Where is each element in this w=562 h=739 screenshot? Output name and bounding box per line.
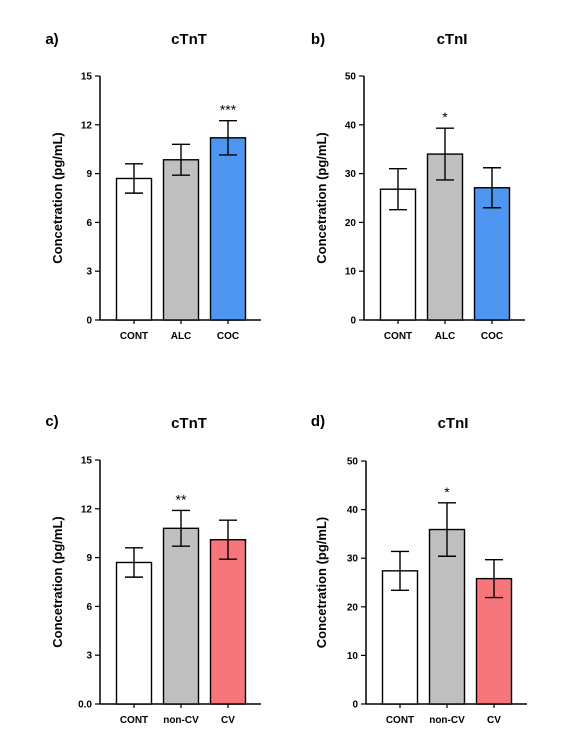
y-tick-label: 0 — [352, 700, 358, 711]
x-tick-label: ALC — [435, 331, 456, 342]
y-tick-label: 0.0 — [78, 700, 92, 711]
chart-title: cTnI — [438, 415, 469, 432]
chart-panel-2: b) cTnI Concetration (pg/mL) 0 10 20 30 40 50 CON… — [311, 31, 525, 342]
y-tick-label: 15 — [81, 456, 93, 467]
y-tick-label: 9 — [86, 553, 92, 564]
significance-label: *** — [220, 102, 237, 118]
chart-title: cTnT — [171, 31, 207, 48]
significance-label: * — [444, 484, 450, 500]
panel-letter: b) — [311, 31, 325, 48]
y-axis-label: Concetration (pg/mL) — [314, 517, 329, 648]
y-tick-label: 40 — [347, 505, 359, 516]
x-tick-label: CONT — [386, 715, 414, 726]
panel-letter: a) — [45, 31, 58, 48]
y-tick-label: 6 — [86, 602, 92, 613]
bar-ALC — [426, 153, 464, 321]
y-tick-label: 10 — [347, 651, 359, 662]
y-tick-label: 40 — [345, 120, 357, 131]
y-axis-label: Concetration (pg/mL) — [314, 132, 329, 263]
y-tick-label: 20 — [345, 218, 357, 229]
bar-non-CV — [162, 527, 200, 705]
bar-ALC — [162, 159, 200, 321]
y-tick-label: 50 — [347, 457, 359, 468]
x-tick-label: CV — [221, 715, 235, 726]
x-tick-label: CONT — [120, 715, 148, 726]
x-tick-label: COC — [481, 331, 503, 342]
bar-CONT — [115, 177, 153, 321]
y-tick-label: 9 — [86, 169, 92, 180]
x-tick-label: CONT — [120, 331, 148, 342]
y-tick-label: 15 — [81, 72, 93, 83]
x-tick-label: CV — [487, 715, 501, 726]
chart-title: cTnT — [171, 415, 207, 432]
y-tick-label: 20 — [347, 602, 359, 613]
chart-panel-1: a) cTnT Concetration (pg/mL) 0 3 6 9 12 15 CONT AL… — [45, 31, 261, 342]
panel-letter: d) — [311, 413, 325, 430]
bar-CV — [209, 539, 247, 705]
significance-label: ** — [176, 491, 187, 507]
y-tick-label: 10 — [345, 267, 357, 278]
y-tick-label: 6 — [86, 218, 92, 229]
chart-panel-3: c) cTnT Concetration (pg/mL) 0.0 3 6 9 12 15 CONT… — [45, 413, 261, 726]
x-tick-label: non-CV — [163, 715, 199, 726]
y-tick-label: 3 — [86, 651, 92, 662]
y-axis-label: Concetration (pg/mL) — [50, 132, 65, 263]
y-tick-label: 0 — [86, 316, 92, 327]
bar-CONT — [381, 570, 419, 705]
x-tick-label: COC — [217, 331, 239, 342]
chart-panel-4: d) cTnI Concetration (pg/mL) 0 10 20 30 40 50 CON… — [311, 413, 527, 726]
x-tick-label: ALC — [171, 331, 192, 342]
bar-COC — [209, 137, 247, 321]
y-tick-label: 30 — [345, 169, 357, 180]
x-tick-label: CONT — [384, 331, 412, 342]
y-tick-label: 12 — [81, 120, 93, 131]
y-tick-label: 12 — [81, 504, 93, 515]
panel-letter: c) — [45, 413, 58, 430]
bar-CONT — [115, 561, 153, 705]
bar-COC — [473, 187, 511, 321]
chart-title: cTnI — [437, 31, 468, 48]
y-axis-label: Concetration (pg/mL) — [50, 516, 65, 647]
y-tick-label: 30 — [347, 554, 359, 565]
y-tick-label: 3 — [86, 267, 92, 278]
y-tick-label: 50 — [345, 72, 357, 83]
y-tick-label: 0 — [350, 316, 356, 327]
significance-label: * — [442, 109, 448, 125]
bar-CONT — [379, 188, 417, 321]
x-tick-label: non-CV — [429, 715, 465, 726]
